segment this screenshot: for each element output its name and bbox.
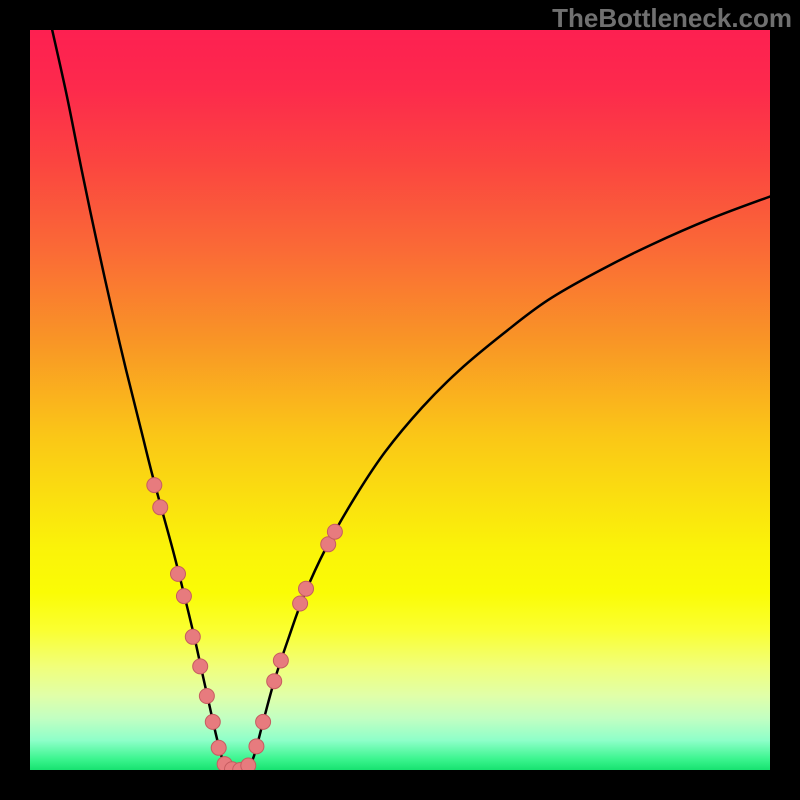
data-marker	[299, 581, 314, 596]
data-marker	[241, 758, 256, 770]
data-marker	[171, 566, 186, 581]
data-marker	[327, 524, 342, 539]
data-marker	[147, 478, 162, 493]
chart-frame: TheBottleneck.com	[0, 0, 800, 800]
curve-chart-svg	[30, 30, 770, 770]
data-marker	[176, 589, 191, 604]
data-marker	[256, 714, 271, 729]
data-marker	[293, 596, 308, 611]
data-marker	[185, 629, 200, 644]
watermark-text: TheBottleneck.com	[552, 3, 792, 34]
data-marker	[199, 689, 214, 704]
data-marker	[153, 500, 168, 515]
data-marker	[267, 674, 282, 689]
data-marker	[249, 739, 264, 754]
gradient-background	[30, 30, 770, 770]
data-marker	[193, 659, 208, 674]
data-marker	[211, 740, 226, 755]
plot-area	[30, 30, 770, 770]
data-marker	[205, 714, 220, 729]
data-marker	[273, 653, 288, 668]
